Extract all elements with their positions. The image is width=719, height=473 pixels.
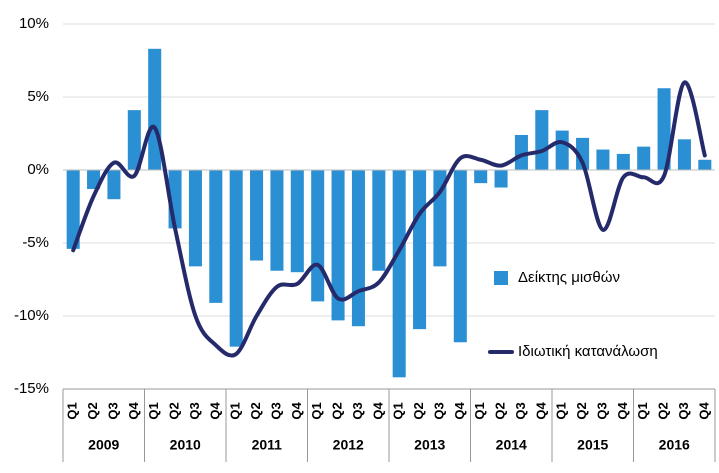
x-tick-label: Q4 [696, 402, 711, 420]
x-tick-label: Q2 [330, 402, 345, 419]
bar [87, 170, 101, 189]
bar [311, 170, 325, 302]
legend-label: Ιδιωτική κατανάλωση [518, 343, 658, 360]
bar [677, 139, 691, 170]
year-label: 2011 [252, 437, 283, 453]
x-tick-label: Q1 [228, 402, 243, 419]
bar [372, 170, 386, 271]
bar [331, 170, 345, 321]
x-tick-label: Q1 [146, 402, 161, 419]
bar [127, 110, 141, 170]
x-tick-label: Q1 [472, 402, 487, 419]
bar [66, 170, 80, 249]
x-tick-label: Q3 [513, 402, 528, 419]
y-tick-label: 0% [27, 161, 49, 178]
bar [392, 170, 406, 378]
year-label: 2009 [88, 437, 119, 453]
bar [698, 159, 712, 170]
bar [514, 134, 528, 170]
y-tick-label: -15% [14, 380, 49, 397]
bar [290, 170, 304, 273]
x-tick-label: Q4 [452, 402, 467, 420]
year-label: 2015 [577, 437, 608, 453]
x-tick-label: Q2 [574, 402, 589, 419]
x-tick-label: Q3 [187, 402, 202, 419]
x-tick-label: Q2 [248, 402, 263, 419]
bar [535, 110, 549, 170]
bar [494, 170, 508, 188]
x-tick-label: Q3 [676, 402, 691, 419]
x-tick-label: Q2 [656, 402, 671, 419]
x-tick-label: Q3 [594, 402, 609, 419]
bar [188, 170, 202, 267]
bar [250, 170, 264, 261]
legend-swatch [494, 271, 508, 285]
legend-label: Δείκτης μισθών [518, 269, 620, 286]
bar [148, 48, 162, 170]
bar [229, 170, 243, 347]
bar [107, 170, 121, 200]
bar [413, 170, 427, 330]
x-tick-label: Q3 [268, 402, 283, 419]
bar [270, 170, 284, 271]
year-label: 2016 [659, 437, 690, 453]
x-tick-label: Q4 [126, 402, 141, 420]
x-tick-label: Q3 [105, 402, 120, 419]
bar [453, 170, 467, 343]
x-tick-label: Q1 [391, 402, 406, 419]
year-label: 2013 [414, 437, 445, 453]
x-tick-label: Q4 [533, 402, 548, 420]
bar [657, 88, 671, 170]
x-tick-label: Q4 [615, 402, 630, 420]
x-tick-label: Q3 [431, 402, 446, 419]
x-tick-label: Q1 [65, 402, 80, 419]
year-label: 2010 [170, 437, 201, 453]
x-tick-label: Q2 [493, 402, 508, 419]
x-tick-label: Q3 [350, 402, 365, 419]
bar [616, 153, 630, 170]
year-label: 2014 [496, 437, 527, 453]
y-tick-label: 5% [27, 88, 49, 105]
bar [474, 170, 488, 184]
x-tick-label: Q2 [411, 402, 426, 419]
y-tick-label: -10% [14, 307, 49, 324]
y-tick-label: 10% [19, 15, 49, 32]
x-tick-label: Q1 [309, 402, 324, 419]
x-tick-label: Q4 [370, 402, 385, 420]
x-tick-label: Q1 [554, 402, 569, 419]
y-tick-label: -5% [22, 234, 49, 251]
x-tick-label: Q2 [167, 402, 182, 419]
bar [209, 170, 223, 303]
bar [596, 149, 610, 170]
bar [351, 170, 365, 327]
line [71, 80, 707, 358]
x-tick-label: Q2 [85, 402, 100, 419]
x-tick-label: Q4 [289, 402, 304, 420]
year-label: 2012 [333, 437, 364, 453]
bar [576, 137, 590, 170]
x-tick-label: Q4 [207, 402, 222, 420]
bar [637, 146, 651, 170]
bar [555, 130, 569, 170]
x-tick-label: Q1 [635, 402, 650, 419]
